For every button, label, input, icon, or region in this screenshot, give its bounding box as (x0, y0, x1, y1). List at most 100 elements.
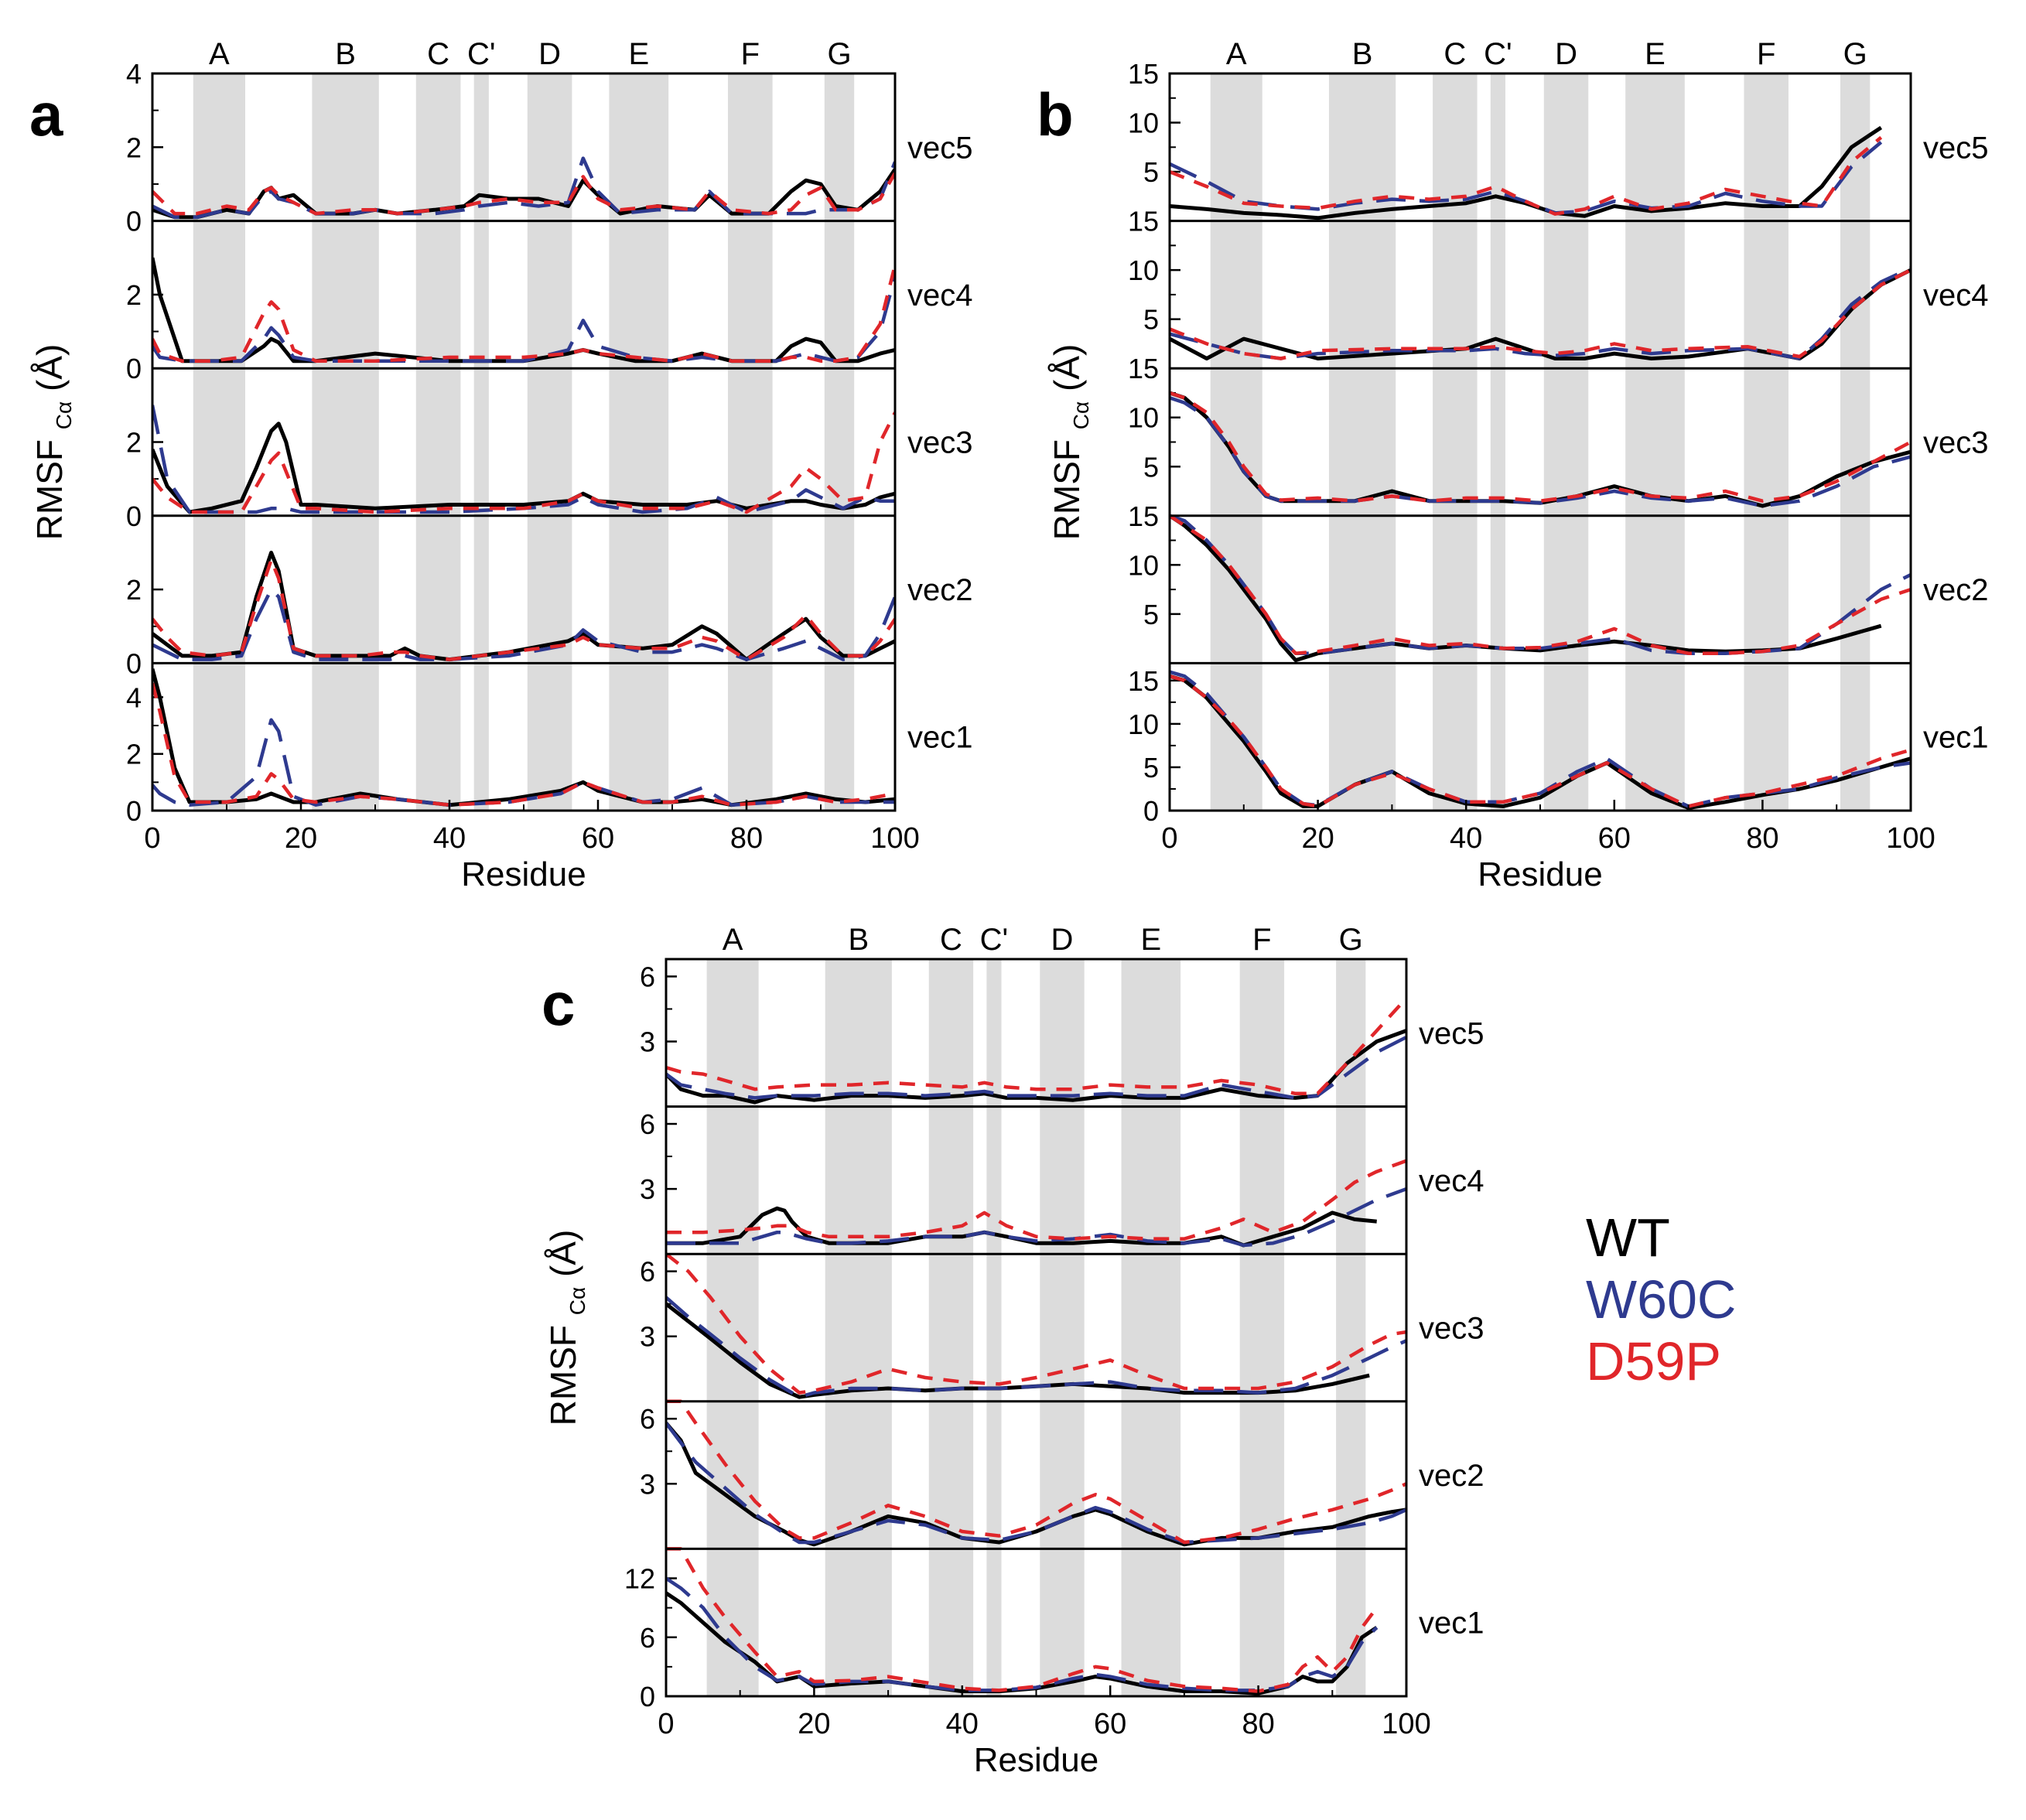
y-tick-label: 5 (1143, 304, 1159, 336)
x-axis-label: Residue (461, 855, 586, 893)
series-line-w60c (152, 156, 895, 220)
strand-band (415, 73, 461, 811)
x-tick-label: 20 (285, 822, 317, 855)
x-tick-label: 0 (658, 1708, 674, 1740)
strand-label: A (1226, 37, 1247, 71)
series-line-d59p (152, 411, 895, 514)
series-line-d59p (1170, 135, 1883, 216)
strand-label: C' (467, 37, 496, 71)
subplot-vec1: 12 6 0 vec1 (624, 1547, 1484, 1712)
series-line-w60c (666, 1296, 1406, 1399)
series-line-w60c (666, 1035, 1406, 1100)
x-tick-label: 100 (1382, 1708, 1430, 1740)
x-tick-label: 0 (144, 822, 160, 855)
x-tick-label: 60 (582, 822, 614, 855)
y-tick-label: 5 (1143, 599, 1159, 630)
strand-band (928, 959, 974, 1696)
strand-band (1744, 73, 1789, 811)
series-line-d59p (666, 1159, 1406, 1241)
y-tick-label: 6 (640, 1256, 655, 1288)
series-line-d59p (666, 1547, 1379, 1693)
series-line-d59p (152, 558, 895, 661)
strand-label: B (848, 923, 869, 957)
x-tick-label: 0 (1161, 822, 1177, 855)
series-line-d59p (1170, 391, 1911, 503)
strand-label: G (827, 37, 851, 71)
strand-band (1433, 73, 1478, 811)
y-tick-label: 6 (640, 1622, 655, 1654)
series-line-w60c (152, 275, 895, 363)
y-tick-label: 5 (1143, 752, 1159, 784)
series-line-d59p (152, 265, 895, 363)
y-tick-label: 0 (126, 206, 142, 237)
strand-band (527, 73, 572, 811)
y-tick-label: 5 (1143, 156, 1159, 188)
series-line-w60c (666, 1576, 1379, 1692)
subplot-label: vec4 (1923, 278, 1989, 312)
subplot-label: vec2 (1419, 1459, 1484, 1493)
series-line-wt (1170, 514, 1882, 663)
legend-item-wt: WT (1586, 1207, 1670, 1268)
legend-item-w60c: W60C (1586, 1269, 1737, 1330)
subplot-label: vec5 (907, 131, 973, 165)
series-line-w60c (152, 405, 895, 514)
strand-band (824, 73, 855, 811)
x-axis-label: Residue (974, 1741, 1098, 1779)
x-tick-label: 20 (798, 1708, 830, 1740)
subplot-vec3: 2 0 vec3 (126, 367, 973, 532)
strand-band (1840, 73, 1871, 811)
strand-label: A (209, 37, 230, 71)
y-axis-label: RMSF Cα (Å) (29, 344, 76, 541)
strand-label: D (1051, 923, 1074, 957)
y-tick-label: 10 (1128, 402, 1159, 434)
strand-band (1210, 73, 1262, 811)
strand-label: F (1252, 923, 1271, 957)
subplot-vec5: 4 2 0 vec5 (126, 58, 973, 237)
subplot-vec4: 15 10 5 vec4 (1128, 206, 1989, 360)
series-line-wt (666, 1422, 1406, 1547)
y-tick-label: 2 (126, 427, 142, 459)
y-tick-label: 3 (640, 1321, 655, 1353)
strand-band (1328, 73, 1396, 811)
subplot-label: vec3 (907, 426, 973, 460)
strand-label: G (1843, 37, 1867, 71)
y-tick-label: 0 (126, 795, 142, 827)
x-tick-label: 80 (730, 822, 763, 855)
strand-label: C (427, 37, 449, 71)
y-tick-label: 3 (640, 1468, 655, 1500)
y-tick-label: 0 (640, 1681, 655, 1712)
series-line-wt (1170, 125, 1883, 220)
y-tick-label: 5 (1143, 451, 1159, 483)
strand-band (1239, 959, 1285, 1696)
strand-label: E (628, 37, 649, 71)
subplot-label: vec2 (1923, 573, 1989, 607)
strand-label: A (723, 923, 743, 957)
strand-band (1625, 73, 1685, 811)
panel-frame (151, 72, 897, 812)
subplot-label: vec1 (1923, 721, 1989, 755)
strand-label: C' (980, 923, 1009, 957)
x-axis-label: Residue (1478, 855, 1602, 893)
subplot-label: vec1 (1419, 1607, 1484, 1641)
series-line-wt (152, 422, 895, 514)
y-tick-label: 10 (1128, 254, 1159, 286)
y-tick-label: 10 (1128, 709, 1159, 740)
strand-label: B (1352, 37, 1373, 71)
subplot-label: vec4 (907, 278, 973, 312)
y-tick-label: 2 (126, 574, 142, 606)
y-tick-label: 12 (624, 1563, 655, 1595)
series-line-wt (152, 257, 895, 364)
strand-label: D (538, 37, 561, 71)
y-tick-label: 15 (1128, 665, 1159, 697)
subplot-vec4: 6 3 vec4 (640, 1105, 1484, 1248)
y-tick-label: 3 (640, 1026, 655, 1058)
strand-band (728, 73, 773, 811)
series-line-d59p (1170, 514, 1911, 655)
y-tick-label: 15 (1128, 353, 1159, 384)
subplot-vec5: 15 10 5 vec5 (1128, 58, 1989, 220)
subplot-vec2: 6 3 vec2 (640, 1399, 1484, 1547)
series-line-w60c (1170, 266, 1911, 360)
subplot-label: vec5 (1419, 1016, 1484, 1050)
